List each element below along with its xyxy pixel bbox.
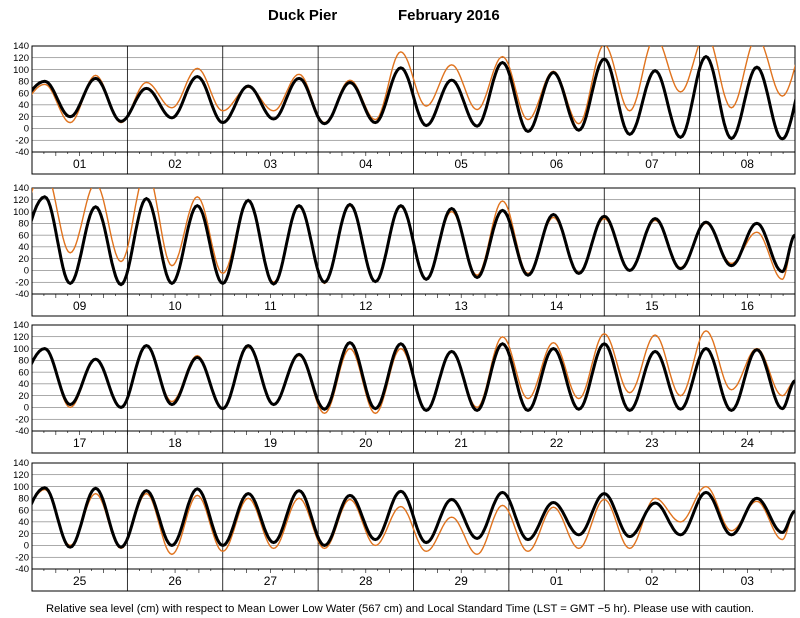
day-label: 16 [741,299,755,313]
y-tick-label: 20 [18,254,29,265]
day-label: 17 [73,436,87,450]
y-tick-label: 80 [18,219,29,230]
observed-water-level-series [32,485,795,556]
day-label: 03 [264,157,278,171]
y-tick-label: 20 [18,112,29,123]
y-tick-label: 80 [18,77,29,88]
y-tick-label: 40 [18,379,29,390]
y-tick-label: 0 [24,266,29,277]
day-label: 22 [550,436,564,450]
y-tick-label: 120 [13,470,29,481]
y-tick-label: 100 [13,65,29,76]
y-tick-label: 20 [18,391,29,402]
day-label: 26 [168,574,182,588]
day-label: 10 [168,299,182,313]
y-tick-label: 120 [13,53,29,64]
day-label-strip [31,293,796,317]
day-label: 07 [645,157,659,171]
day-label: 05 [455,157,469,171]
y-tick-label: 100 [13,344,29,355]
day-label: 02 [168,157,182,171]
day-label: 21 [455,436,469,450]
y-tick-label: 40 [18,100,29,111]
y-tick-label: 100 [13,482,29,493]
predicted-tide-series [32,54,795,141]
y-tick-label: 80 [18,356,29,367]
y-tick-label: -40 [15,426,29,437]
y-tick-label: 140 [13,183,29,194]
day-label: 18 [168,436,182,450]
y-tick-label: 120 [13,332,29,343]
day-label: 14 [550,299,564,313]
day-label-strip [31,430,796,454]
day-label: 15 [645,299,659,313]
y-tick-label: -20 [15,277,29,288]
y-tick-label: 0 [24,403,29,414]
predicted-tide-series [32,195,795,287]
y-tick-label: -20 [15,135,29,146]
day-label: 28 [359,574,373,588]
y-tick-label: 140 [13,41,29,52]
chart-subtitle: February 2016 [398,7,500,24]
day-label-strip [31,151,796,175]
y-tick-label: 140 [13,458,29,469]
chart-title: Duck Pier [268,7,337,24]
y-tick-label: 80 [18,494,29,505]
y-tick-label: -20 [15,552,29,563]
y-tick-label: 0 [24,541,29,552]
y-tick-label: 60 [18,88,29,99]
day-label: 12 [359,299,373,313]
day-label: 09 [73,299,87,313]
y-tick-label: 20 [18,529,29,540]
day-label: 23 [645,436,659,450]
day-label: 11 [264,299,277,313]
day-label: 01 [550,574,564,588]
day-label: 04 [359,157,373,171]
y-tick-label: 40 [18,242,29,253]
day-label: 02 [645,574,659,588]
day-label: 03 [741,574,755,588]
y-tick-label: 100 [13,207,29,218]
predicted-tide-series [32,486,795,549]
day-label: 27 [264,574,278,588]
y-tick-label: 60 [18,367,29,378]
footer-note: Relative sea level (cm) with respect to … [46,603,754,615]
day-label: 24 [741,436,755,450]
day-label: 20 [359,436,373,450]
day-label-strip [31,568,796,592]
y-tick-label: 40 [18,517,29,528]
y-tick-label: 0 [24,124,29,135]
y-tick-label: 60 [18,230,29,241]
day-label: 01 [73,157,87,171]
day-label: 19 [264,436,278,450]
predicted-tide-series [32,341,795,413]
y-tick-label: 140 [13,320,29,331]
y-tick-label: -20 [15,414,29,425]
day-label: 29 [455,574,469,588]
y-tick-label: 120 [13,195,29,206]
y-tick-label: -40 [15,147,29,158]
y-tick-label: -40 [15,289,29,300]
day-label: 08 [741,157,755,171]
y-tick-label: 60 [18,505,29,516]
day-label: 25 [73,574,87,588]
observed-water-level-series [32,46,795,125]
day-label: 06 [550,157,564,171]
day-label: 13 [455,299,469,313]
y-tick-label: -40 [15,564,29,575]
